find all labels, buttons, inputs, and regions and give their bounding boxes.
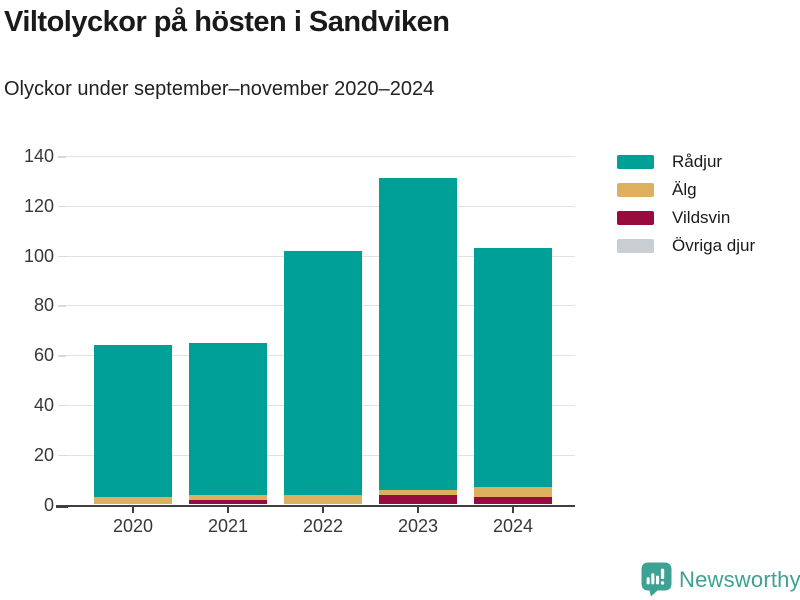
legend-label-2: Älg [672, 180, 697, 199]
y-axis-label-120: 120 [23, 195, 54, 216]
bar-segment-vildsvin-2024 [474, 497, 552, 505]
bar-segment-r-djur-2022 [284, 250, 362, 495]
bar-segment-vildsvin-2021 [189, 499, 267, 505]
x-axis-label-2021: 2021 [207, 516, 249, 536]
legend-swatch-4 [617, 239, 654, 253]
brand-footer[interactable]: Newsworthy [641, 562, 800, 597]
bar-segment-vildsvin-2023 [379, 494, 457, 505]
y-tick-80 [58, 305, 66, 307]
y-tick-40 [58, 404, 66, 407]
x-axis-label-2020: 2020 [112, 516, 154, 536]
x-tick-2021 [227, 507, 229, 513]
y-axis-label-20: 20 [33, 444, 54, 465]
bar-segment-r-djur-2024 [474, 248, 552, 488]
x-axis-label-2022: 2022 [302, 516, 344, 536]
gridline-120 [66, 205, 575, 207]
x-tick-2020 [132, 507, 134, 513]
legend: Rådjur Älg Vildsvin Övriga djur [617, 148, 755, 260]
y-tick-20 [58, 454, 66, 457]
y-axis-label-60: 60 [33, 345, 54, 366]
x-axis-line [62, 504, 575, 507]
y-tick-100 [58, 255, 66, 258]
brand-name: Newsworthy [679, 566, 800, 592]
legend-label-1: Rådjur [672, 152, 723, 171]
bar-segment--lg-2022 [284, 494, 362, 505]
legend-label-3: Vildsvin [672, 208, 731, 227]
y-axis-label-80: 80 [33, 295, 54, 316]
bar-segment--lg-2024 [474, 487, 552, 498]
legend-swatch-2 [617, 183, 654, 197]
bar-segment-r-djur-2021 [189, 342, 267, 495]
legend-item-1: Rådjur [617, 148, 755, 176]
legend-label-4: Övriga djur [672, 236, 756, 255]
y-axis-label-100: 100 [23, 245, 54, 266]
bar-segment--lg-2023 [379, 489, 457, 495]
bar-segment-r-djur-2023 [379, 178, 457, 490]
x-axis-label-2024: 2024 [492, 516, 534, 536]
x-axis-label-2023: 2023 [397, 516, 439, 536]
bar-segment--lg-2021 [189, 494, 267, 500]
x-tick-2023 [417, 507, 419, 513]
y-tick-120 [58, 205, 66, 208]
bar-segment--lg-2020 [94, 497, 172, 505]
legend-swatch-1 [617, 155, 654, 169]
x-tick-2024 [512, 507, 514, 513]
y-tick-60 [58, 355, 66, 357]
legend-item-2: Älg [617, 176, 755, 204]
y-axis-label-0: 0 [43, 494, 54, 515]
y-tick-140 [58, 156, 66, 158]
legend-item-4: Övriga djur [617, 232, 755, 260]
y-axis-label-140: 140 [23, 146, 54, 166]
newsworthy-logo-icon [641, 562, 672, 597]
gridline-140 [66, 156, 575, 157]
legend-item-3: Vildsvin [617, 204, 755, 232]
x-tick-2022 [322, 507, 324, 513]
y-axis-label-40: 40 [33, 394, 54, 415]
chart-subtitle: Olyckor under september–november 2020–20… [4, 78, 435, 100]
chart-title: Viltolyckor på hösten i Sandviken [4, 6, 450, 38]
bar-segment-r-djur-2020 [94, 345, 172, 498]
legend-swatch-3 [617, 211, 654, 225]
